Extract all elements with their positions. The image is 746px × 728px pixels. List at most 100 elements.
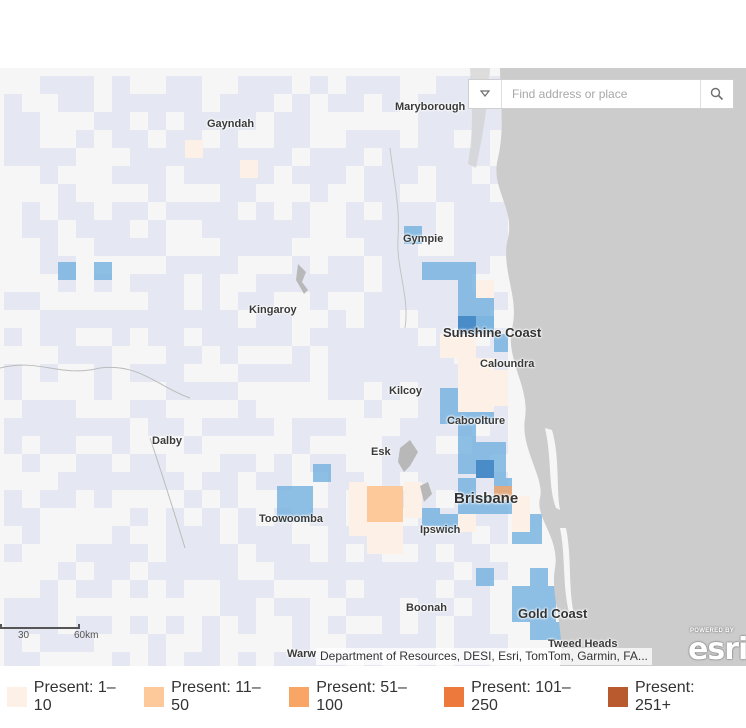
legend-label: Present: 51–100 [316,679,407,714]
grid-cell-absent [292,418,310,436]
esri-logo[interactable]: POWERED BY esri [688,628,746,666]
grid-cell-absent [184,490,202,508]
grid-cell-absent [220,490,238,508]
grid-cell-absent [58,94,76,112]
grid-cell-absent [166,130,184,148]
grid-cell-absent [436,310,454,328]
grid-cell-absent [490,238,508,256]
grid-cell-absent [58,436,76,454]
grid-cell-absent [310,148,328,166]
map-canvas[interactable] [0,68,746,666]
grid-cell-absent [382,310,400,328]
grid-cell-absent [76,580,94,598]
grid-cell-absent [418,634,436,652]
grid-cell-absent [310,292,328,310]
grid-cell-absent [40,490,58,508]
grid-cell-absent [166,148,184,166]
grid-cell-absent [310,562,328,580]
grid-cell-absent [40,76,58,94]
grid-cell-absent [166,202,184,220]
grid-cell-present-1 [404,482,422,518]
grid-cell-absent [274,652,292,666]
grid-cell-absent [274,274,292,292]
grid-cell-absent [472,238,490,256]
grid-cell-present-2 [367,486,403,522]
grid-cell-absent [184,526,202,544]
grid-cell-absent [382,76,400,94]
grid-cell-absent [418,364,436,382]
search-button[interactable] [700,80,733,108]
grid-cell-absent [256,328,274,346]
grid-cell-recorded [404,226,422,244]
grid-cell-absent [58,202,76,220]
grid-cell-absent [400,526,418,544]
grid-cell-absent [364,76,382,94]
grid-cell-absent [220,130,238,148]
grid-cell-absent [382,364,400,382]
grid-cell-absent [256,364,274,382]
label-boonah: Boonah [406,602,447,614]
grid-cell-absent [130,616,148,634]
grid-cell-absent [256,148,274,166]
grid-cell-absent [76,220,94,238]
search-source-dropdown[interactable] [469,80,502,108]
grid-cell-absent [94,490,112,508]
grid-cell-absent [292,562,310,580]
grid-cell-absent [220,562,238,580]
grid-cell-absent [364,166,382,184]
grid-cell-absent [256,418,274,436]
grid-cell-absent [220,346,238,364]
grid-cell-absent [166,616,184,634]
grid-cell-absent [454,544,472,562]
grid-cell-absent [202,220,220,238]
grid-cell-absent [22,418,40,436]
grid-cell-absent [382,454,400,472]
grid-cell-absent [256,544,274,562]
grid-cell-absent [40,310,58,328]
grid-cell-recorded [440,388,458,424]
grid-cell-absent [166,274,184,292]
grid-cell-absent [400,292,418,310]
label-maryborough: Maryborough [395,101,466,113]
grid-cell-absent [58,400,76,418]
grid-cell-absent [328,364,346,382]
grid-cell-absent [130,400,148,418]
grid-cell-absent [130,508,148,526]
grid-cell-absent [130,148,148,166]
grid-cell-recorded-dark [476,460,494,478]
grid-cell-absent [112,328,130,346]
grid-cell-absent [418,94,436,112]
grid-cell-absent [382,238,400,256]
grid-cell-absent [256,472,274,490]
grid-cell-absent [166,580,184,598]
grid-cell-absent [166,76,184,94]
grid-cell-absent [40,580,58,598]
label-kingaroy: Kingaroy [249,304,297,316]
grid-cell-absent [112,76,130,94]
search-input[interactable] [502,81,700,107]
grid-cell-absent [382,634,400,652]
grid-cell-present-1 [494,370,508,406]
grid-cell-absent [76,130,94,148]
grid-cell-recorded [313,464,331,482]
grid-cell-absent [472,616,490,634]
grid-cell-absent [112,526,130,544]
label-ipswich: Ipswich [420,524,461,536]
grid-cell-absent [148,220,166,238]
grid-cell-absent [202,148,220,166]
grid-cell-absent [40,220,58,238]
grid-cell-absent [4,544,22,562]
grid-cell-absent [256,202,274,220]
grid-cell-absent [94,418,112,436]
grid-cell-absent [220,184,238,202]
grid-cell-absent [184,562,202,580]
grid-cell-absent [328,454,346,472]
map-attribution[interactable]: Department of Resources, DESI, Esri, Tom… [316,648,652,665]
map-view[interactable]: Maryborough Gayndah Gympie Kingaroy Suns… [0,68,746,666]
grid-cell-absent [22,292,40,310]
grid-cell-absent [490,418,508,436]
legend-swatch [608,687,628,707]
grid-cell-absent [94,220,112,238]
grid-cell-absent [382,598,400,616]
grid-cell-absent [418,526,436,544]
